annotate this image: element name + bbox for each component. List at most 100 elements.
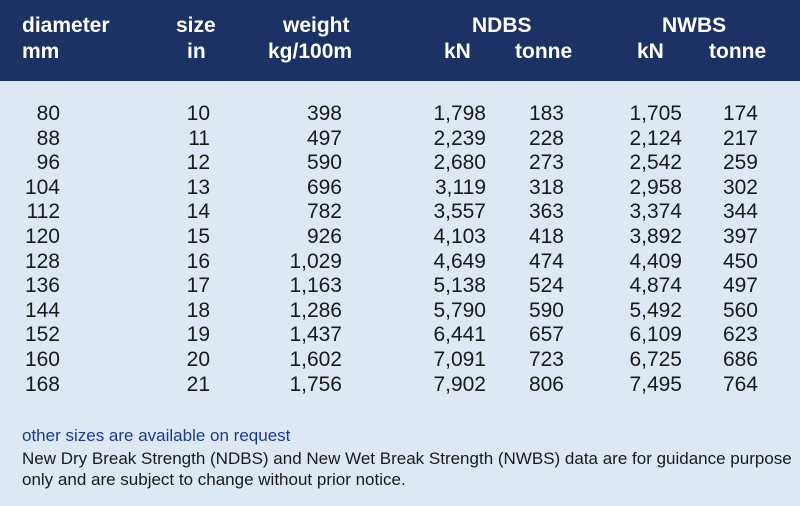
cell-ndbs-tonne: 723 [528,348,564,371]
cell-ndbs-tonne: 363 [528,200,564,224]
cell-nwbs-tonne: 764 [722,372,758,396]
cell-weight: 1,756 [289,372,342,396]
cell-ndbs-tonne: 183 [528,102,564,125]
header-nwbs-tonne: tonne [709,40,767,63]
disclaimer-text: New Dry Break Strength (NDBS) and New We… [22,449,792,489]
cell-weight: 926 [306,225,342,248]
table-row: 120 15 926 4,103 418 3,892 397 [0,225,800,249]
cell-nwbs-kn: 4,409 [629,249,682,273]
table-row: 168 21 1,756 7,902 806 7,495 764 [0,373,800,397]
cell-diameter: 80 [36,102,60,125]
cell-diameter: 88 [36,126,60,150]
table-row: 104 13 696 3,119 318 2,958 302 [0,176,800,200]
cell-ndbs-kn: 4,649 [433,249,486,273]
cell-weight: 497 [306,126,342,150]
cell-weight: 1,602 [289,348,342,371]
cell-nwbs-kn: 6,109 [629,323,682,347]
cell-weight: 782 [306,200,342,224]
table-row: 112 14 782 3,557 363 3,374 344 [0,200,800,224]
cell-diameter: 120 [24,225,60,248]
cell-nwbs-tonne: 560 [722,298,758,322]
cell-diameter: 160 [24,348,60,371]
cell-nwbs-tonne: 450 [722,249,758,273]
cell-size: 10 [186,102,210,125]
cell-ndbs-tonne: 474 [528,249,564,273]
header-size-unit: in [187,40,206,63]
cell-nwbs-tonne: 623 [722,323,758,347]
cell-size: 21 [186,372,210,396]
cell-size: 16 [186,249,210,273]
cell-ndbs-tonne: 590 [528,298,564,322]
cell-ndbs-tonne: 806 [528,372,564,396]
cell-nwbs-kn: 3,374 [629,200,682,224]
cell-nwbs-kn: 2,542 [629,151,682,175]
cell-nwbs-tonne: 259 [722,151,758,175]
table-row: 80 10 398 1,798 183 1,705 174 [0,102,800,126]
cell-ndbs-kn: 7,091 [433,348,486,371]
cell-ndbs-kn: 3,119 [435,175,486,199]
cell-size: 18 [186,298,210,322]
header-diameter: diameter [22,14,110,37]
cell-weight: 1,286 [289,298,342,322]
header-weight: weight [283,14,350,37]
cell-ndbs-kn: 3,557 [433,200,486,224]
header-size: size [176,14,216,37]
cell-ndbs-tonne: 228 [528,126,564,150]
cell-ndbs-tonne: 318 [528,175,564,199]
header-weight-unit: kg/100m [268,40,353,63]
table-row: 96 12 590 2,680 273 2,542 259 [0,151,800,175]
header-ndbs: NDBS [472,14,532,37]
table-row: 136 17 1,163 5,138 524 4,874 497 [0,274,800,298]
cell-size: 20 [186,348,210,371]
cell-diameter: 128 [24,249,60,273]
cell-nwbs-tonne: 686 [722,348,758,371]
cell-weight: 1,437 [289,323,342,347]
cell-ndbs-kn: 1,798 [433,102,486,125]
cell-diameter: 152 [24,323,60,347]
cell-diameter: 104 [24,175,60,199]
cell-nwbs-tonne: 174 [722,102,758,125]
table-body: 80 10 398 1,798 183 1,705 174 88 11 497 2,239 228 2,… [0,81,800,506]
cell-size: 15 [186,225,210,248]
cell-size: 12 [186,151,210,175]
cell-nwbs-tonne: 397 [722,225,758,248]
cell-ndbs-kn: 6,441 [433,323,486,347]
cell-ndbs-tonne: 273 [528,151,564,175]
cell-size: 11 [188,126,210,150]
cell-weight: 696 [306,175,342,199]
cell-nwbs-tonne: 497 [722,274,758,298]
cell-ndbs-kn: 2,239 [433,126,486,150]
cell-ndbs-kn: 4,103 [433,225,486,248]
cell-diameter: 136 [24,274,60,298]
cell-nwbs-tonne: 217 [722,126,758,150]
cell-weight: 1,029 [289,249,342,273]
cell-nwbs-kn: 2,958 [629,175,682,199]
table-row: 88 11 497 2,239 228 2,124 217 [0,127,800,151]
table-row: 152 19 1,437 6,441 657 6,109 623 [0,323,800,347]
cell-size: 14 [186,200,210,224]
table-row: 128 16 1,029 4,649 474 4,409 450 [0,250,800,274]
cell-ndbs-kn: 5,790 [433,298,486,322]
header-nwbs-kn: kN [637,40,664,63]
cell-size: 13 [186,175,210,199]
cell-nwbs-kn: 6,725 [629,348,682,371]
cell-nwbs-kn: 3,892 [629,225,682,248]
availability-note: other sizes are available on request [22,426,291,445]
cell-ndbs-kn: 7,902 [433,372,486,396]
table-row: 144 18 1,286 5,790 590 5,492 560 [0,299,800,323]
cell-nwbs-kn: 2,124 [629,126,682,150]
cell-diameter: 168 [24,372,60,396]
header-ndbs-tonne: tonne [515,40,573,63]
cell-weight: 590 [306,151,342,175]
cell-size: 17 [186,274,210,298]
cell-ndbs-tonne: 418 [528,225,564,248]
cell-weight: 1,163 [289,274,342,298]
cell-nwbs-tonne: 344 [722,200,758,224]
cell-ndbs-tonne: 524 [528,274,564,298]
cell-diameter: 144 [24,298,60,322]
header-diameter-unit: mm [22,40,60,63]
cell-weight: 398 [306,102,342,125]
cell-nwbs-kn: 7,495 [629,372,682,396]
table-header: diameter mm size in weight kg/100m NDBS … [0,0,800,81]
cell-size: 19 [186,323,210,347]
